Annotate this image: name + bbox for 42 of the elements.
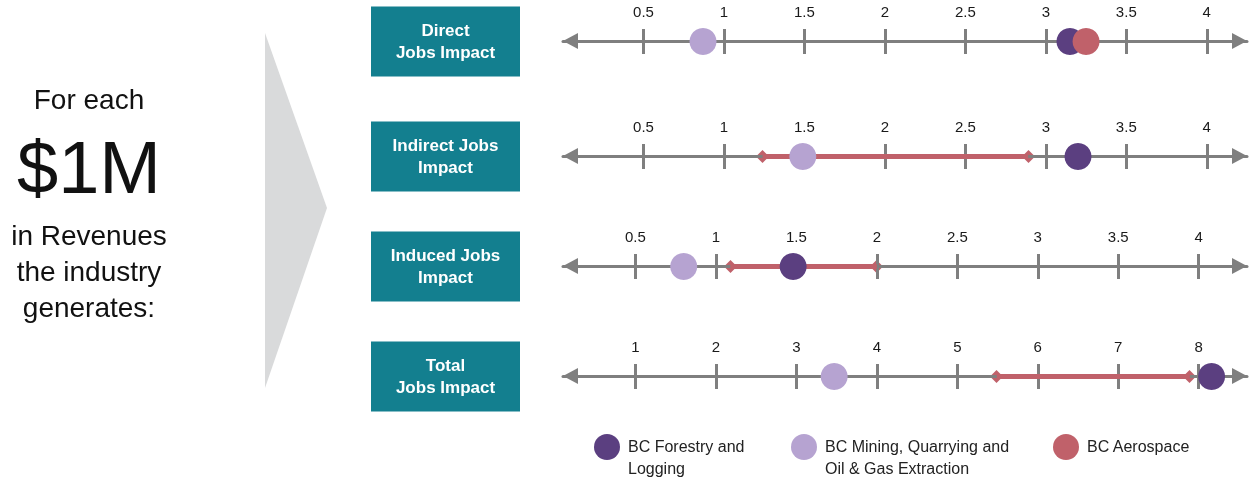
x-tick-label: 4 (872, 338, 882, 355)
x-tick-label: 2 (880, 118, 890, 135)
x-tick-label: 2.5 (954, 3, 976, 20)
x-tick-label: 4 (1202, 3, 1211, 20)
x-tick-label: 2.5 (954, 118, 976, 135)
text: $1M (16, 125, 162, 211)
y-tick-label: Total Jobs Impact (395, 356, 496, 397)
x-tick-label: 3 (1041, 3, 1050, 20)
y-tick-label: Induced Jobs Impact (390, 246, 501, 287)
y-tick-label: Indirect Jobs Impact (392, 136, 499, 177)
x-tick-label: 7 (1114, 338, 1123, 355)
x-tick-label: 3.5 (1115, 118, 1137, 135)
x-tick-label: 3 (1041, 118, 1050, 135)
x-tick-label: 0.5 (624, 228, 646, 245)
x-tick-label: 4 (1202, 118, 1211, 135)
x-tick-label: 5 (953, 338, 962, 355)
x-tick-label: 2 (880, 3, 890, 20)
x-tick-label: 0.5 (633, 118, 654, 135)
legend-label: BC Mining, Quarrying and Oil & Gas Extraction (825, 437, 1011, 479)
x-tick-label: 2.5 (946, 228, 968, 245)
x-tick-label: 3.5 (1115, 3, 1137, 20)
x-tick-label: 1 (631, 338, 640, 355)
legend-label: BC Aerospace (1087, 437, 1190, 457)
x-tick-label: 1 (719, 118, 729, 135)
legend-label: BC Forestry and Logging (628, 437, 746, 479)
x-tick-label: 1 (719, 3, 729, 20)
x-tick-label: 1.5 (785, 228, 807, 245)
x-tick-label: 3 (792, 338, 801, 355)
text: For each (32, 83, 146, 117)
x-tick-label: 1.5 (793, 118, 815, 135)
x-tick-label: 3 (1033, 228, 1042, 245)
x-tick-label: 1 (711, 228, 721, 245)
x-tick-label: 6 (1033, 338, 1042, 355)
x-tick-label: 4 (1194, 228, 1203, 245)
text: in Revenues the industry generates: (10, 219, 168, 325)
x-tick-label: 1.5 (793, 3, 815, 20)
x-tick-label: 2 (711, 338, 721, 355)
x-tick-label: 2 (872, 228, 882, 245)
x-tick-label: 8 (1194, 338, 1203, 355)
y-tick-label: Direct Jobs Impact (395, 21, 496, 62)
x-tick-label: 3.5 (1107, 228, 1129, 245)
x-tick-label: 0.5 (633, 3, 654, 20)
